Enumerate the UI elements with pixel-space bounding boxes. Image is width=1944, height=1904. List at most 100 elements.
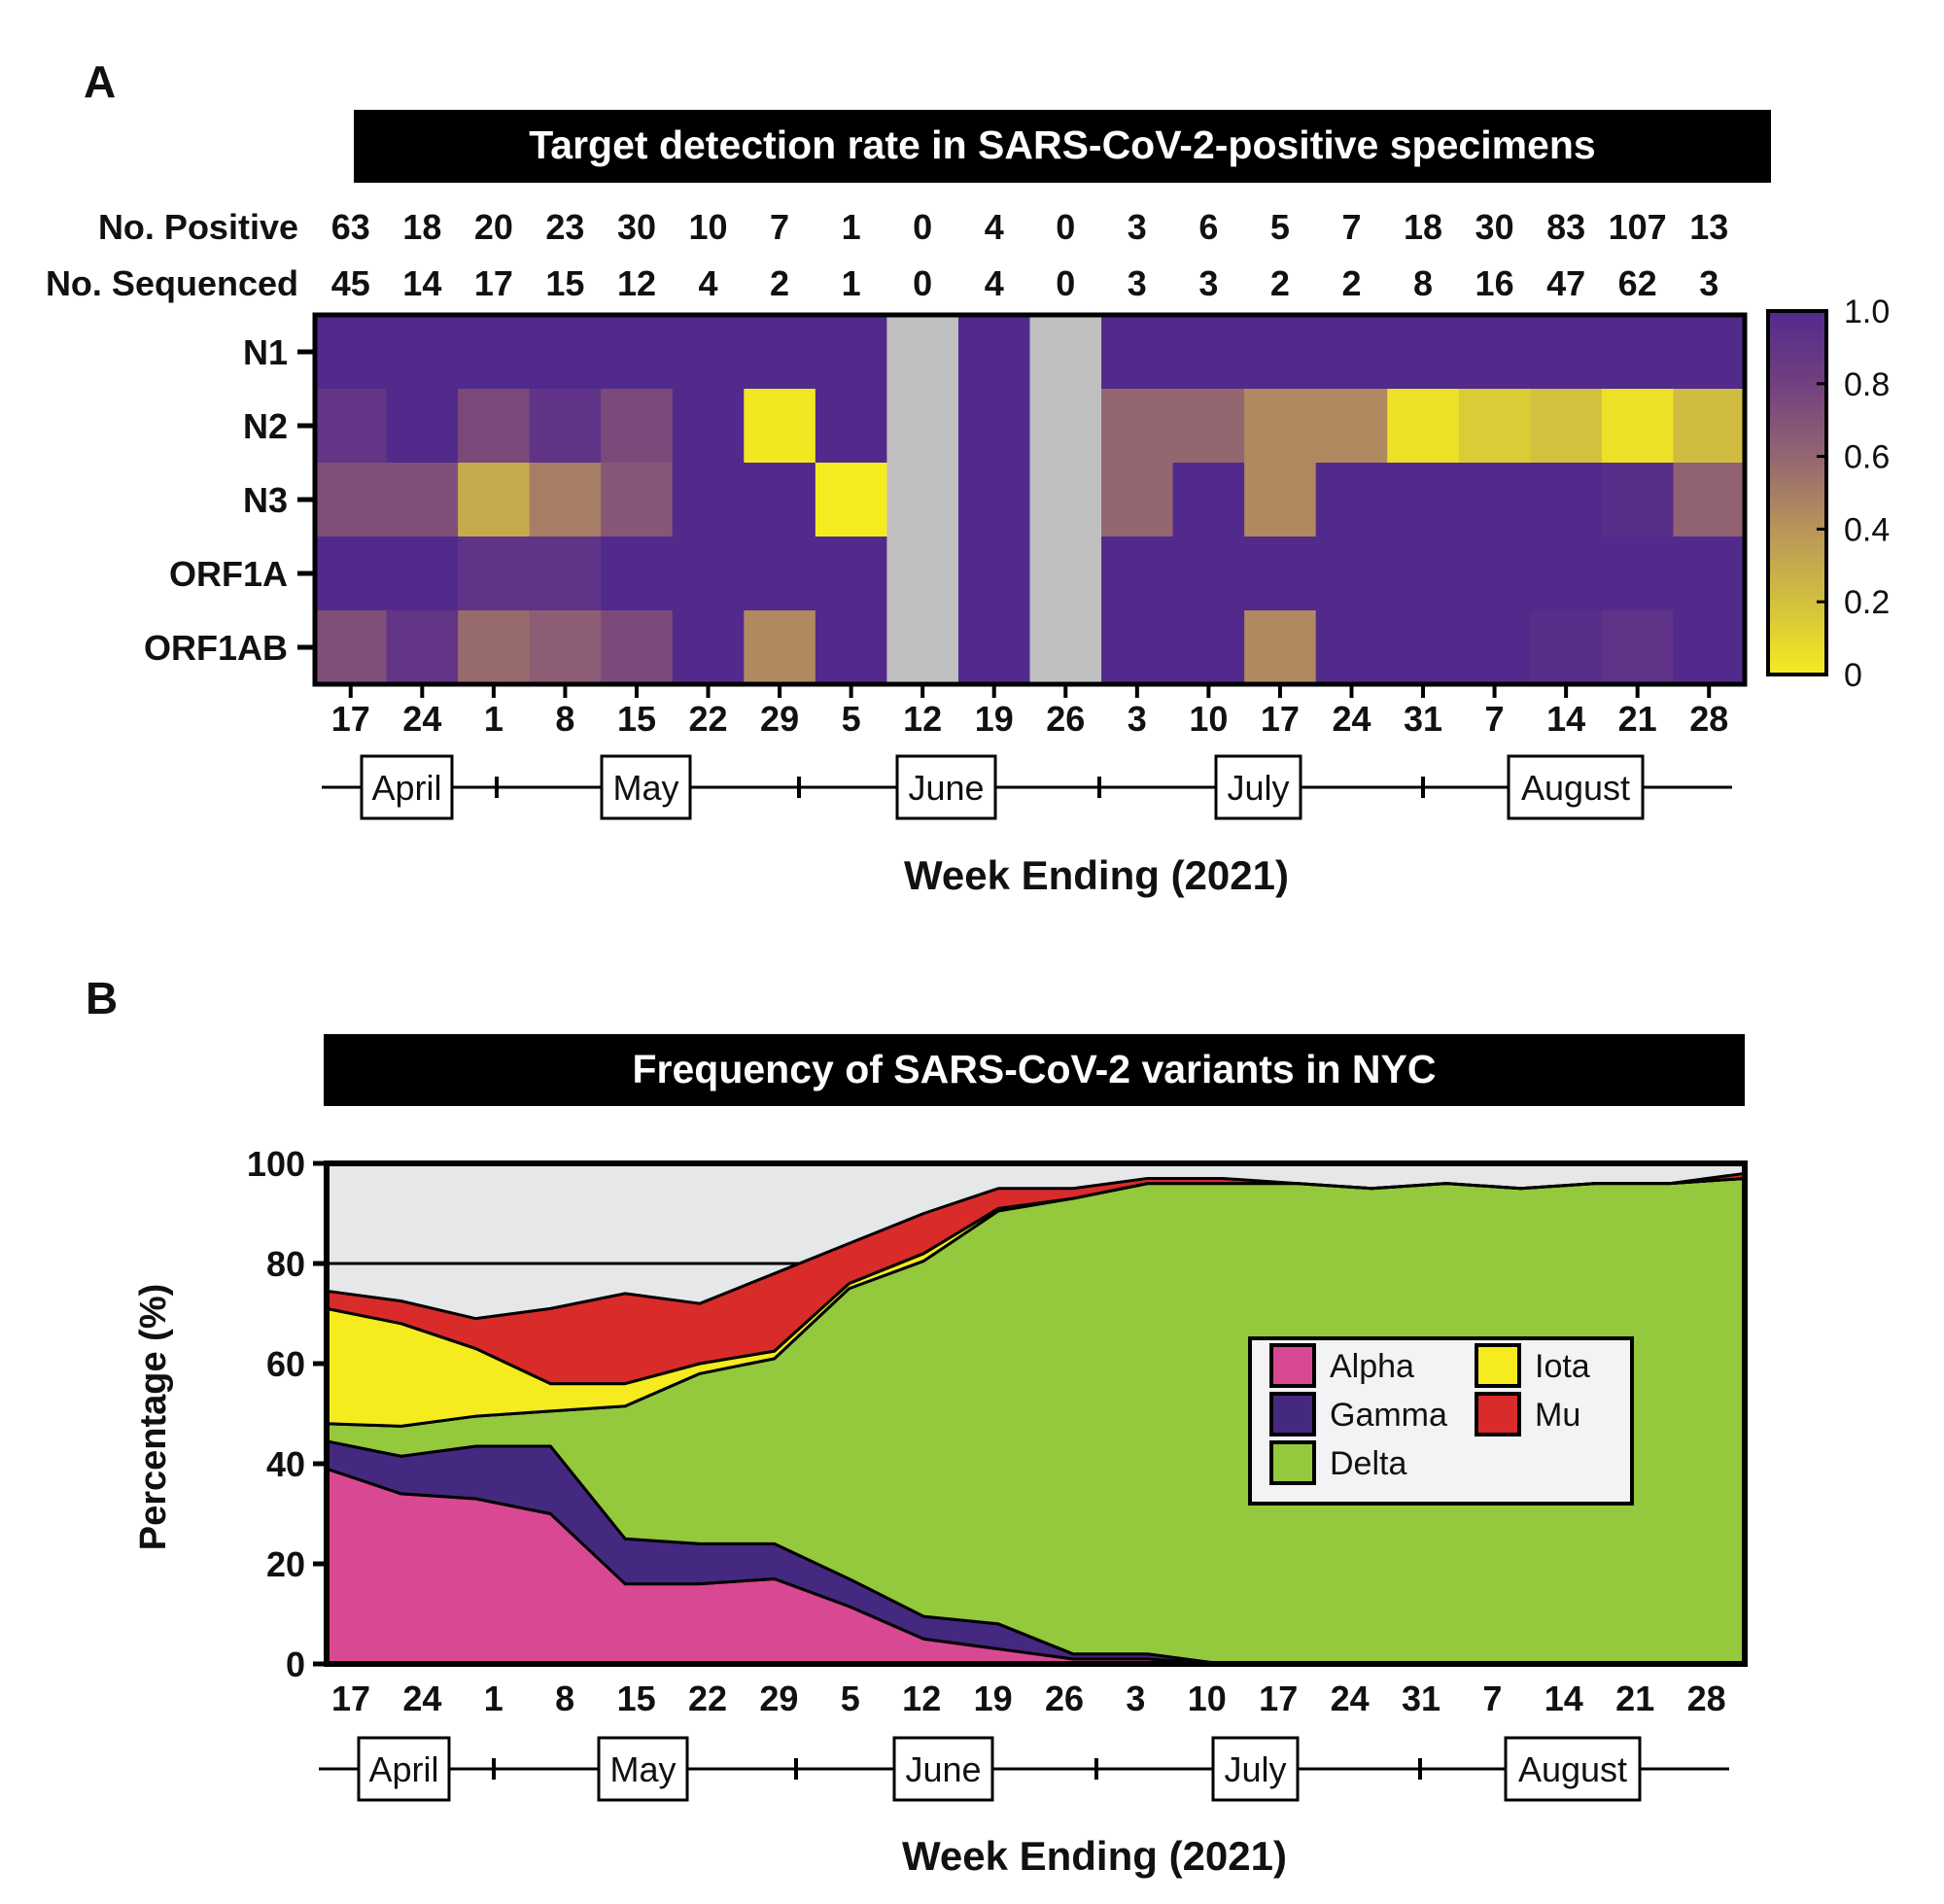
x-tick-label: 3 <box>1126 1679 1145 1718</box>
count-positive: 107 <box>1609 207 1667 247</box>
count-positive: 18 <box>1404 207 1442 247</box>
x-tick-label: 31 <box>1402 1679 1441 1718</box>
y-tick-label: 40 <box>266 1444 305 1484</box>
heatmap-cell-n3 <box>1530 463 1603 537</box>
x-tick-label: 5 <box>841 1679 860 1718</box>
x-tick-label: 17 <box>1259 1679 1298 1718</box>
count-positive: 0 <box>913 207 932 247</box>
heatmap-cell-n2 <box>1029 389 1102 464</box>
x-tick-label: 19 <box>975 699 1014 739</box>
heatmap-cell-orf1ab <box>1029 610 1102 685</box>
count-sequenced: 62 <box>1618 263 1657 303</box>
heatmap-cell-orf1ab <box>886 610 959 685</box>
count-sequenced: 0 <box>913 263 932 303</box>
x-tick-label: 15 <box>617 1679 656 1718</box>
heatmap-cell-n2 <box>315 389 388 464</box>
x-tick-label: 10 <box>1189 699 1228 739</box>
x-tick-label: 17 <box>331 699 370 739</box>
heatmap-cell-n3 <box>386 463 459 537</box>
x-tick-label: 1 <box>484 1679 503 1718</box>
count-sequenced: 3 <box>1699 263 1718 303</box>
month-label-june: June <box>908 768 984 808</box>
heatmap-cell-n1 <box>886 315 959 390</box>
count-positive: 18 <box>402 207 441 247</box>
heatmap-cell-n3 <box>601 463 674 537</box>
heatmap-cell-orf1a <box>1101 537 1174 611</box>
heatmap-cell-orf1a <box>1315 537 1388 611</box>
heatmap-cell-n2 <box>744 389 816 464</box>
count-positive: 0 <box>1056 207 1075 247</box>
heatmap-cell-orf1a <box>1458 537 1531 611</box>
panel-label-a: A <box>84 56 116 107</box>
count-sequenced: 2 <box>1270 263 1290 303</box>
count-sequenced: 14 <box>402 263 441 303</box>
heatmap-cell-n1 <box>386 315 459 390</box>
heatmap-cell-orf1a <box>1387 537 1460 611</box>
count-row-label: No. Sequenced <box>46 263 298 303</box>
heatmap-cell-n1 <box>744 315 816 390</box>
heatmap-cell-n3 <box>815 463 887 537</box>
heatmap-cell-n3 <box>458 463 531 537</box>
heatmap-cell-orf1a <box>957 537 1031 611</box>
heatmap-cell-orf1ab <box>1530 610 1603 685</box>
x-tick-label: 3 <box>1128 699 1147 739</box>
legend-swatch-delta <box>1269 1440 1316 1485</box>
heatmap-cell-n1 <box>1172 315 1245 390</box>
count-sequenced: 0 <box>1056 263 1075 303</box>
x-tick-label: 24 <box>402 1679 441 1718</box>
heatmap-cell-orf1a <box>744 537 816 611</box>
heatmap-cell-n3 <box>1029 463 1102 537</box>
x-tick-label: 21 <box>1615 1679 1654 1718</box>
count-positive: 83 <box>1546 207 1585 247</box>
count-sequenced: 16 <box>1475 263 1514 303</box>
heatmap-cell-n1 <box>1601 315 1675 390</box>
count-positive: 10 <box>689 207 728 247</box>
count-sequenced: 4 <box>985 263 1004 303</box>
x-tick-label: 5 <box>842 699 861 739</box>
title-b: Frequency of SARS-CoV-2 variants in NYC <box>632 1047 1436 1091</box>
row-label-n3: N3 <box>243 480 288 520</box>
heatmap-cell-orf1ab <box>1244 610 1317 685</box>
month-box-august <box>1504 1736 1642 1802</box>
count-sequenced: 47 <box>1546 263 1585 303</box>
month-box-april <box>360 754 454 820</box>
heatmap-cell-orf1ab <box>601 610 674 685</box>
heatmap-cell-n3 <box>1315 463 1388 537</box>
heatmap-cell-n2 <box>886 389 959 464</box>
x-tick-label: 15 <box>617 699 656 739</box>
x-tick-label: 8 <box>555 699 574 739</box>
heatmap-cell-n1 <box>601 315 674 390</box>
heatmap-cell-n1 <box>672 315 745 390</box>
row-label-orf1a: ORF1A <box>169 554 288 594</box>
x-tick-label: 24 <box>1331 1679 1370 1718</box>
count-positive: 5 <box>1270 207 1290 247</box>
month-box-july <box>1211 1736 1300 1802</box>
month-box-april <box>357 1736 451 1802</box>
heatmap-cell-orf1ab <box>1101 610 1174 685</box>
heatmap-cell-n1 <box>1029 315 1102 390</box>
y-tick-label: 0 <box>286 1644 305 1684</box>
heatmap-cell-n1 <box>1458 315 1531 390</box>
heatmap-cell-orf1a <box>601 537 674 611</box>
heatmap-cell-n3 <box>1244 463 1317 537</box>
month-label-may: May <box>609 1749 676 1789</box>
x-tick-label: 17 <box>1261 699 1300 739</box>
heatmap-cell-orf1a <box>1673 537 1746 611</box>
heatmap-cell-n1 <box>1387 315 1460 390</box>
month-label-august: August <box>1518 1749 1627 1789</box>
heatmap-cell-orf1a <box>315 537 388 611</box>
count-positive: 1 <box>842 207 861 247</box>
heatmap-cell-n2 <box>672 389 745 464</box>
count-positive: 7 <box>1341 207 1361 247</box>
heatmap-cell-orf1ab <box>315 610 388 685</box>
row-label-n2: N2 <box>243 406 288 446</box>
month-box-august <box>1507 754 1645 820</box>
x-tick-label: 28 <box>1687 1679 1726 1718</box>
colorbar-tick-label: 1.0 <box>1844 294 1890 330</box>
legend-label-iota: Iota <box>1535 1348 1590 1385</box>
x-tick-label: 21 <box>1618 699 1657 739</box>
heatmap-cell-orf1a <box>386 537 459 611</box>
heatmap-cell-orf1ab <box>458 610 531 685</box>
x-tick-label: 10 <box>1188 1679 1227 1718</box>
colorbar <box>1766 309 1828 676</box>
